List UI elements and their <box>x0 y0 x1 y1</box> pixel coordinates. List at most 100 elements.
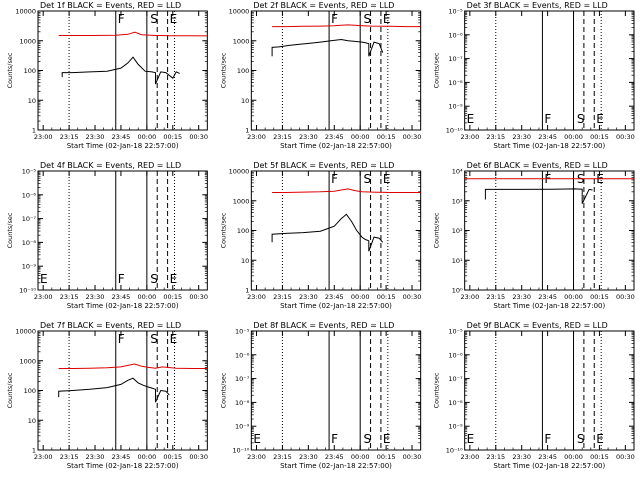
y-tick-label: 10⁻⁹ <box>22 263 37 271</box>
y-tick-label: 10¹ <box>452 257 463 265</box>
x-tick-label: 00:00 <box>137 133 156 141</box>
y-tick-label: 10 <box>28 97 36 105</box>
y-axis-title: Counts/sec <box>6 212 14 248</box>
y-axis-title: Counts/sec <box>6 52 14 88</box>
x-tick-label: 23:30 <box>512 453 531 461</box>
chart-title: Det 2f BLACK = Events, RED = LLD <box>253 1 394 10</box>
x-tick-label: 23:00 <box>460 133 479 141</box>
x-tick-label: 00:30 <box>189 293 208 301</box>
chart-panel-6: Det 6f BLACK = Events, RED = LLD 10⁰ 10¹ 10… <box>433 161 635 310</box>
y-tick-label: 10 <box>28 417 36 425</box>
y-tick-label: 10⁻¹⁰ <box>446 127 463 135</box>
y-tick-label: 10⁻⁶ <box>448 31 463 39</box>
x-tick-label: 23:45 <box>112 133 131 141</box>
plot-frame <box>464 10 635 131</box>
plot-frame <box>250 330 422 451</box>
marker-label-s: S <box>364 432 372 446</box>
x-tick-label: 23:30 <box>86 133 105 141</box>
y-axis-title: Counts/sec <box>6 372 14 408</box>
x-tick-label: 00:15 <box>163 133 182 141</box>
x-tick-label: 00:15 <box>377 293 396 301</box>
y-tick-label: 10000 <box>229 168 250 176</box>
y-tick-label: 10⁻¹⁰ <box>232 447 249 455</box>
y-tick-label: 10³ <box>452 197 463 205</box>
marker-label-f: F <box>544 112 551 126</box>
marker-label-e: E <box>596 432 604 446</box>
x-tick-label: 00:00 <box>564 293 583 301</box>
lld-series-line <box>272 188 421 193</box>
marker-label-e: E <box>596 112 604 126</box>
x-tick-label: 00:30 <box>403 293 422 301</box>
marker-label-s: S <box>150 332 158 346</box>
x-tick-label: 23:15 <box>60 133 79 141</box>
y-axis-title: Counts/sec <box>433 212 441 248</box>
x-tick-label: 00:30 <box>616 453 635 461</box>
x-tick-label: 23:30 <box>86 453 105 461</box>
x-tick-label: 00:00 <box>351 453 370 461</box>
x-axis-title: Start Time (02-Jan-18 22:57:00) <box>493 142 605 150</box>
marker-label-f: F <box>118 272 125 286</box>
marker-label-e: E <box>170 12 178 26</box>
chart-title: Det 4f BLACK = Events, RED = LLD <box>40 161 181 170</box>
chart-panel-3: Det 3f BLACK = Events, RED = LLD 10⁻¹⁰ 10⁻… <box>433 1 635 150</box>
y-tick-label: 10⁻⁷ <box>22 215 37 223</box>
x-tick-label: 23:00 <box>460 293 479 301</box>
chart-title: Det 7f BLACK = Events, RED = LLD <box>40 321 181 330</box>
x-tick-label: 23:15 <box>486 133 505 141</box>
marker-label-e: E <box>170 332 178 346</box>
plot-frame <box>250 170 422 291</box>
y-tick-label: 10² <box>452 227 463 235</box>
y-axis-title: Counts/sec <box>219 372 227 408</box>
y-tick-label: 10⁻⁶ <box>448 351 463 359</box>
x-tick-label: 00:00 <box>564 133 583 141</box>
x-tick-label: 00:15 <box>163 293 182 301</box>
x-tick-label: 00:15 <box>163 453 182 461</box>
y-tick-label: 10⁻⁵ <box>448 8 463 16</box>
events-series-line <box>61 56 180 85</box>
x-tick-label: 23:30 <box>512 293 531 301</box>
x-tick-label: 23:00 <box>247 453 266 461</box>
y-tick-label: 10⁰ <box>452 287 463 295</box>
x-tick-label: 23:15 <box>60 453 79 461</box>
x-tick-label: 23:00 <box>34 293 53 301</box>
y-tick-label: 10⁻⁸ <box>235 399 250 407</box>
x-tick-label: 00:00 <box>351 293 370 301</box>
marker-label-f: F <box>331 172 338 186</box>
marker-label-e: E <box>40 272 48 286</box>
x-tick-label: 23:30 <box>299 293 318 301</box>
y-tick-label: 10000 <box>15 8 36 16</box>
x-axis-title: Start Time (02-Jan-18 22:57:00) <box>493 302 605 310</box>
marker-label-f: F <box>331 432 338 446</box>
y-tick-label: 10 <box>241 97 249 105</box>
x-tick-label: 00:30 <box>189 133 208 141</box>
marker-label-s: S <box>150 272 158 286</box>
x-tick-label: 00:30 <box>616 293 635 301</box>
events-series-line <box>271 38 384 57</box>
marker-label-s: S <box>577 432 585 446</box>
y-tick-label: 100 <box>24 67 36 75</box>
marker-label-e: E <box>383 12 391 26</box>
plot-frame <box>37 10 208 131</box>
x-tick-label: 23:15 <box>60 293 79 301</box>
y-tick-label: 10000 <box>229 8 250 16</box>
y-tick-label: 1000 <box>233 37 250 45</box>
y-axis-title: Counts/sec <box>433 372 441 408</box>
x-tick-label: 23:00 <box>34 453 53 461</box>
marker-label-e: E <box>383 432 391 446</box>
plot-frame <box>37 170 208 291</box>
chart-panel-7: Det 7f BLACK = Events, RED = LLD 1 10 100 10… <box>6 321 208 470</box>
x-tick-label: 23:00 <box>247 293 266 301</box>
y-tick-label: 1 <box>32 127 36 135</box>
x-tick-label: 23:15 <box>273 133 292 141</box>
marker-label-e: E <box>253 432 261 446</box>
y-tick-label: 1000 <box>19 37 36 45</box>
y-tick-label: 1000 <box>19 357 36 365</box>
marker-label-e: E <box>467 112 475 126</box>
y-tick-label: 10⁻⁶ <box>235 351 250 359</box>
x-tick-label: 00:30 <box>616 133 635 141</box>
x-axis-title: Start Time (02-Jan-18 22:57:00) <box>67 462 179 470</box>
y-tick-label: 10⁻⁹ <box>235 423 250 431</box>
y-axis-title: Counts/sec <box>219 52 227 88</box>
y-tick-label: 10000 <box>15 328 36 336</box>
chart-title: Det 9f BLACK = Events, RED = LLD <box>467 321 608 330</box>
